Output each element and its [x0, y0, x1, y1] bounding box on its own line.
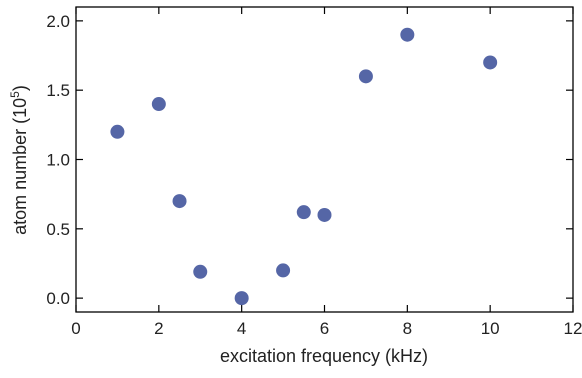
y-axis-label: atom number (105)	[8, 85, 30, 235]
ticks-layer: 0 2 4 6 8 10 12 0.0 0.5 1.0 1.5 2.0	[46, 7, 582, 338]
y-tick-label: 0.5	[46, 220, 70, 239]
x-tick-label: 0	[71, 319, 80, 338]
data-point	[317, 207, 332, 222]
y-tick-label: 1.0	[46, 151, 70, 170]
data-point	[483, 55, 498, 70]
data-point	[276, 263, 291, 278]
y-tick-label: 2.0	[46, 12, 70, 31]
x-tick-label: 10	[481, 319, 500, 338]
data-point	[400, 27, 415, 42]
x-axis-label: excitation frequency (kHz)	[220, 346, 428, 366]
x-tick-label: 2	[154, 319, 163, 338]
y-axis-label-exponent: 5	[8, 91, 22, 98]
data-point	[296, 205, 311, 220]
y-axis-label-suffix: )	[10, 85, 30, 91]
x-tick-label: 6	[320, 319, 329, 338]
y-tick-label: 1.5	[46, 81, 70, 100]
data-point	[151, 97, 166, 112]
x-tick-label: 12	[564, 319, 582, 338]
x-tick-label: 4	[237, 319, 246, 338]
y-tick-label: 0.0	[46, 289, 70, 308]
data-point	[358, 69, 373, 84]
data-point	[172, 194, 187, 209]
x-tick-label: 8	[403, 319, 412, 338]
data-point	[193, 264, 208, 279]
y-axis-label-prefix: atom number (10	[10, 98, 30, 235]
data-point	[110, 124, 125, 139]
data-point	[234, 291, 249, 306]
points-layer	[110, 27, 498, 306]
plot-frame	[75, 6, 574, 313]
